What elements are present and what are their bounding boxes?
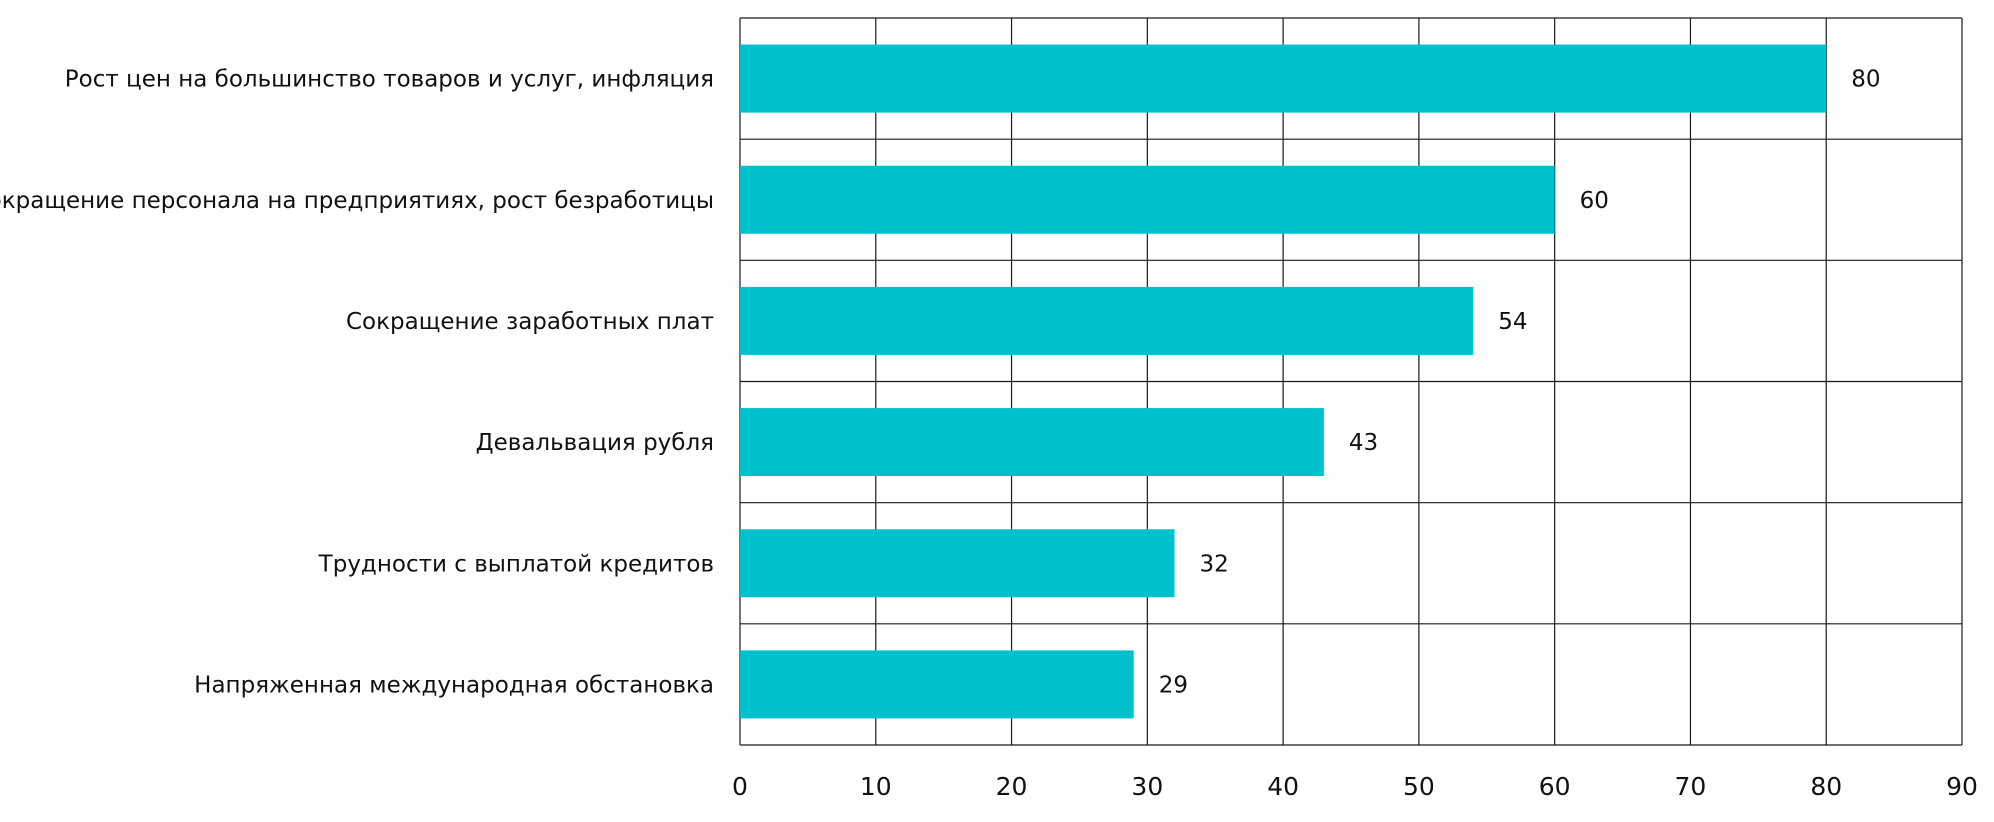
category-label: Сокращение персонала на предприятиях, ро… bbox=[0, 188, 714, 214]
x-tick-label: 40 bbox=[1267, 772, 1299, 801]
bar bbox=[740, 529, 1175, 598]
x-tick-labels: 0 10 20 30 40 50 60 70 80 90 bbox=[732, 772, 1978, 801]
x-tick-label: 20 bbox=[996, 772, 1028, 801]
x-tick-label: 30 bbox=[1131, 772, 1163, 801]
bar bbox=[740, 650, 1134, 719]
bar bbox=[740, 286, 1474, 355]
category-label: Девальвация рубля bbox=[476, 430, 714, 456]
data-label: 60 bbox=[1580, 188, 1609, 214]
category-label: Сокращение заработных плат bbox=[346, 309, 714, 335]
x-tick-label: 80 bbox=[1810, 772, 1842, 801]
x-tick-label: 60 bbox=[1539, 772, 1571, 801]
value-labels: 80 60 54 43 32 29 bbox=[1159, 67, 1881, 699]
x-tick-label: 0 bbox=[732, 772, 748, 801]
x-tick-label: 50 bbox=[1403, 772, 1435, 801]
x-tick-label: 10 bbox=[860, 772, 892, 801]
data-label: 54 bbox=[1498, 309, 1527, 335]
grid bbox=[739, 17, 1963, 746]
category-label: Трудности с выплатой кредитов bbox=[318, 551, 714, 577]
data-label: 29 bbox=[1159, 672, 1188, 698]
data-label: 80 bbox=[1851, 67, 1880, 93]
data-label: 43 bbox=[1349, 430, 1378, 456]
bar bbox=[740, 44, 1827, 113]
x-tick-label: 90 bbox=[1946, 772, 1978, 801]
category-label: Рост цен на большинство товаров и услуг,… bbox=[65, 67, 714, 93]
bar bbox=[740, 165, 1555, 234]
x-tick-label: 70 bbox=[1675, 772, 1707, 801]
bars bbox=[740, 44, 1827, 719]
category-labels: Рост цен на большинство товаров и услуг,… bbox=[0, 67, 714, 699]
bar bbox=[740, 408, 1324, 477]
category-label: Напряженная международная обстановка bbox=[194, 672, 714, 698]
data-label: 32 bbox=[1199, 551, 1228, 577]
